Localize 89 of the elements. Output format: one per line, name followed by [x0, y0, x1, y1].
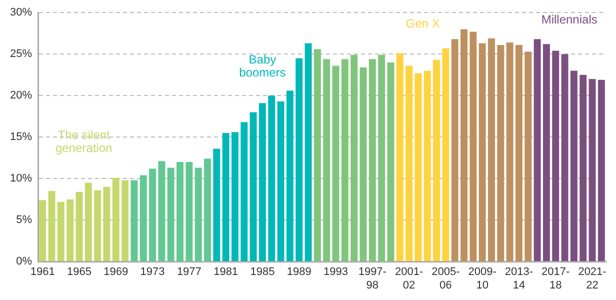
- bar: [341, 59, 348, 262]
- bar: [167, 168, 174, 262]
- y-tick-label: 5%: [16, 214, 32, 226]
- x-tick-label: 1985: [250, 266, 275, 278]
- bar: [515, 44, 522, 262]
- bar: [231, 132, 238, 262]
- bar: [158, 161, 166, 262]
- bar: [39, 200, 46, 262]
- bar: [84, 182, 92, 262]
- bar: [194, 168, 202, 262]
- bar: [213, 148, 220, 262]
- bar: [360, 67, 367, 262]
- bar: [534, 39, 541, 262]
- bar: [406, 66, 413, 262]
- bar: [149, 168, 156, 262]
- bar: [48, 191, 56, 262]
- bar: [176, 162, 184, 262]
- bar: [268, 96, 276, 262]
- annotation: Millennials: [541, 12, 598, 26]
- bar: [112, 178, 120, 262]
- bar: [580, 74, 587, 262]
- y-tick-label: 0%: [16, 256, 32, 268]
- y-tick-label: 30%: [10, 6, 32, 19]
- bar: [204, 158, 211, 262]
- x-tick-label: 1989: [286, 266, 312, 278]
- bar: [76, 192, 83, 262]
- bar: [524, 52, 532, 262]
- bar: [414, 73, 422, 262]
- bar: [130, 180, 138, 262]
- bar: [296, 58, 303, 262]
- bar: [378, 54, 386, 262]
- bar: [122, 180, 129, 262]
- x-tick-label: 1981: [214, 266, 238, 278]
- bar: [332, 66, 340, 262]
- x-tick-label: 2017-18: [542, 266, 570, 292]
- bar: [186, 162, 193, 262]
- bar: [488, 38, 495, 262]
- bar: [222, 132, 230, 262]
- x-tick-label: 1969: [104, 266, 128, 278]
- bar: [552, 50, 560, 262]
- x-tick-label: 1997-98: [358, 266, 387, 292]
- bar: [588, 79, 596, 262]
- annotation: Gen X: [406, 16, 440, 31]
- x-tick-label: 1977: [176, 266, 202, 278]
- bar: [140, 175, 147, 262]
- bar: [277, 101, 284, 262]
- bar: [304, 43, 312, 262]
- y-tick-label: 25%: [10, 48, 32, 60]
- bar: [598, 80, 605, 262]
- x-tick-label: 1965: [67, 266, 92, 278]
- x-tick-label: 2009-10: [468, 266, 497, 292]
- bar: [350, 54, 358, 262]
- bar: [250, 112, 257, 262]
- annotation: Baby boomers: [239, 52, 286, 80]
- bar: [396, 53, 404, 262]
- bar: [424, 70, 431, 262]
- bar: [433, 60, 440, 262]
- x-tick-label: 1973: [140, 266, 165, 278]
- x-tick-label: 2001-02: [394, 266, 424, 292]
- bar: [94, 190, 102, 262]
- bar: [506, 42, 514, 262]
- bar: [561, 54, 568, 262]
- x-tick-label: 2021-22: [578, 266, 607, 292]
- x-tick-label: 2005-06: [432, 266, 460, 292]
- bar: [368, 59, 376, 262]
- bar: [478, 43, 486, 262]
- x-tick-label: 1993: [324, 266, 348, 278]
- x-tick-label: 2013-14: [504, 266, 534, 292]
- bar: [497, 44, 504, 262]
- bar: [470, 32, 477, 262]
- y-tick-label: 20%: [10, 90, 32, 102]
- bar: [286, 90, 294, 262]
- y-tick-label: 10%: [10, 172, 32, 185]
- bar: [442, 48, 450, 262]
- bar: [542, 44, 550, 262]
- bar: [103, 186, 110, 262]
- bar: [240, 122, 248, 262]
- bar: [57, 202, 64, 262]
- bar: [460, 29, 468, 262]
- x-tick-label: 1961: [30, 266, 55, 278]
- bar: [323, 59, 330, 262]
- bar: [314, 49, 321, 262]
- bar: [387, 62, 394, 262]
- annotation: The silent generation: [55, 128, 112, 156]
- bar: [258, 103, 266, 262]
- bar: [451, 39, 458, 262]
- bar: [570, 70, 578, 262]
- bar: [66, 199, 74, 262]
- y-tick-label: 15%: [10, 131, 32, 144]
